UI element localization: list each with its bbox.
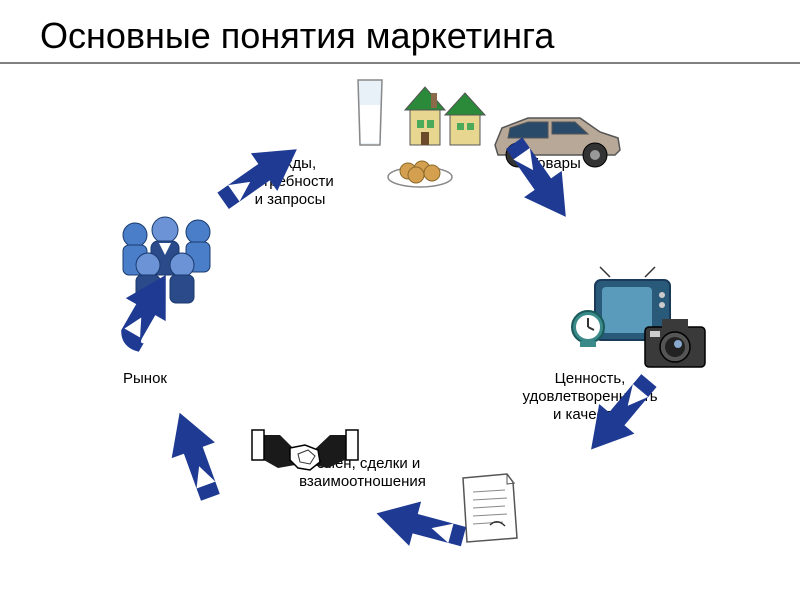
arrow-2 bbox=[490, 145, 590, 220]
arrow-3 bbox=[570, 380, 670, 455]
products-icon bbox=[350, 75, 490, 195]
arrow-1 bbox=[210, 140, 310, 215]
arrow-4 bbox=[370, 490, 470, 565]
page-title: Основные понятия маркетинга bbox=[40, 15, 554, 57]
arrow-5 bbox=[145, 420, 245, 495]
arrow-6 bbox=[95, 280, 195, 355]
title-underline bbox=[0, 62, 800, 64]
handshake-icon bbox=[250, 420, 360, 495]
electronics-icon bbox=[570, 265, 720, 380]
